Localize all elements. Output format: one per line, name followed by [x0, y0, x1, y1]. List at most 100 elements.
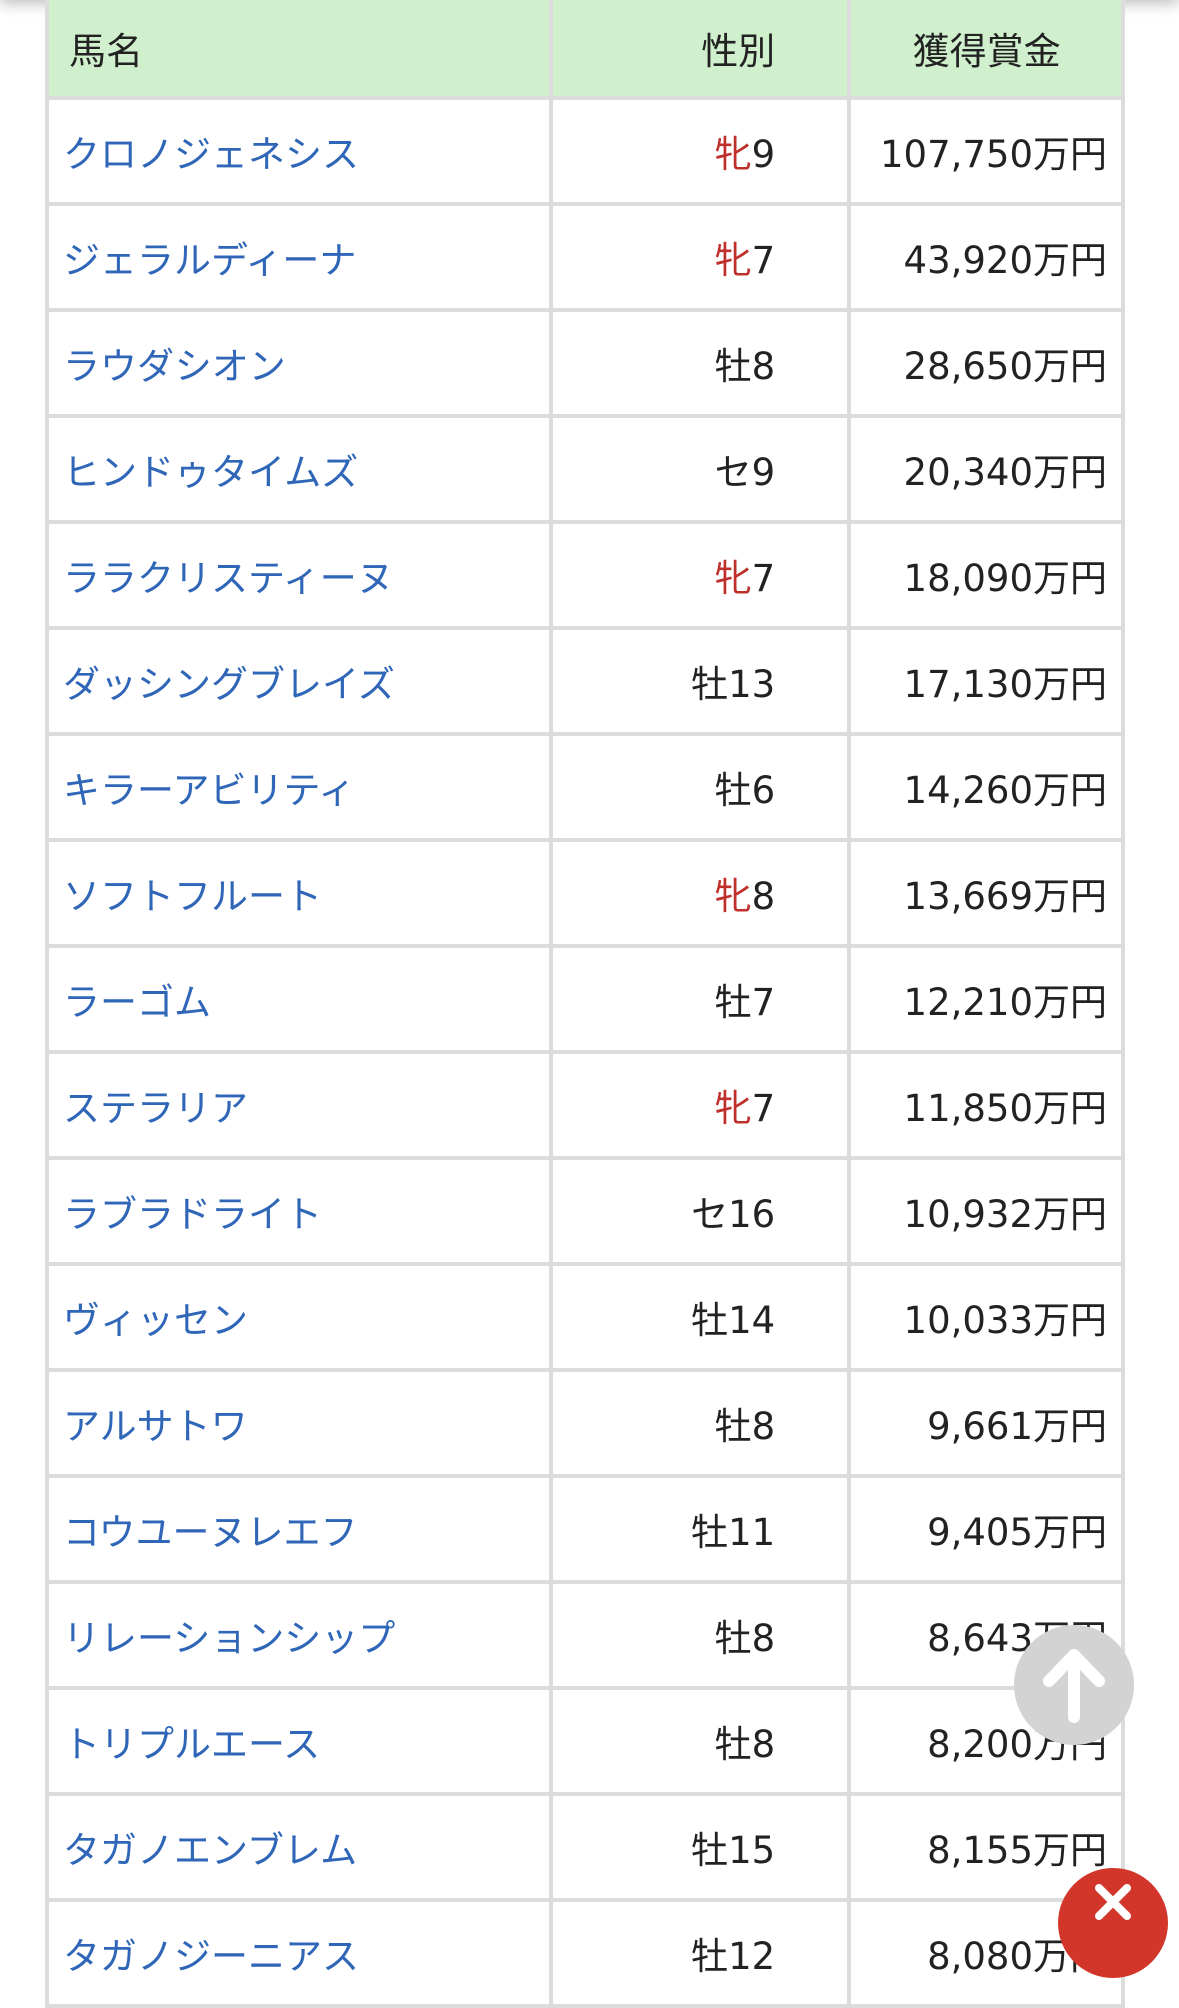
horse-link[interactable]: タガノエンブレム [63, 1829, 358, 1872]
horse-link[interactable]: ラーゴム [63, 981, 211, 1024]
age-label: 9 [751, 451, 776, 494]
sex-age-cell: 牝9 [553, 100, 848, 202]
horse-link[interactable]: ヴィッセン [63, 1299, 248, 1342]
table-row: タガノエンブレム 牡15 8,155万円 [49, 1796, 1121, 1898]
table-row: ラウダシオン 牡8 28,650万円 [49, 312, 1121, 414]
sex-label: セ [714, 451, 752, 494]
prize-cell: 10,932万円 [851, 1160, 1121, 1262]
horse-name-cell: トリプルエース [49, 1690, 550, 1792]
horse-link[interactable]: ステラリア [63, 1087, 248, 1130]
age-label: 6 [751, 769, 776, 812]
sex-age-cell: 牡7 [553, 948, 848, 1050]
prize-cell: 18,090万円 [851, 524, 1121, 626]
age-label: 8 [751, 1617, 776, 1660]
prize-cell: 10,033万円 [851, 1266, 1121, 1368]
table-row: キラーアビリティ 牡6 14,260万円 [49, 736, 1121, 838]
horse-name-cell: ラーゴム [49, 948, 550, 1050]
sex-age-cell: 牡14 [553, 1266, 848, 1368]
horse-link[interactable]: ラブラドライト [63, 1193, 322, 1236]
age-label: 15 [728, 1829, 776, 1872]
sex-age-cell: セ9 [553, 418, 848, 520]
horse-name-cell: ダッシングブレイズ [49, 630, 550, 732]
table-row: リレーションシップ 牡8 8,643万円 [49, 1584, 1121, 1686]
sex-label: 牡 [691, 1511, 729, 1554]
table-row: アルサトワ 牡8 9,661万円 [49, 1372, 1121, 1474]
age-label: 14 [728, 1299, 776, 1342]
table-row: ララクリスティーヌ 牝7 18,090万円 [49, 524, 1121, 626]
header-name: 馬名 [49, 0, 550, 96]
prize-cell: 9,661万円 [851, 1372, 1121, 1474]
table-row: ダッシングブレイズ 牡13 17,130万円 [49, 630, 1121, 732]
close-x-icon [1095, 1884, 1131, 1920]
horse-link[interactable]: タガノジーニアス [63, 1935, 359, 1978]
horse-name-cell: タガノジーニアス [49, 1902, 550, 2004]
sex-label: 牡 [714, 981, 752, 1024]
horse-name-cell: アルサトワ [49, 1372, 550, 1474]
table-row: クロノジェネシス 牝9 107,750万円 [49, 100, 1121, 202]
sex-label: 牡 [714, 1617, 752, 1660]
table-row: ジェラルディーナ 牝7 43,920万円 [49, 206, 1121, 308]
sex-label: 牝 [714, 133, 752, 176]
age-label: 7 [751, 1087, 776, 1130]
horse-link[interactable]: ジェラルディーナ [63, 239, 357, 282]
horse-link[interactable]: ヒンドゥタイムズ [63, 451, 359, 494]
sex-age-cell: 牝7 [553, 1054, 848, 1156]
sex-label: 牡 [691, 663, 729, 706]
table-row: ヒンドゥタイムズ セ9 20,340万円 [49, 418, 1121, 520]
table-header: 馬名 性別 獲得賞金 [49, 0, 1121, 96]
prize-cell: 20,340万円 [851, 418, 1121, 520]
horse-link[interactable]: キラーアビリティ [63, 769, 356, 812]
horse-link[interactable]: クロノジェネシス [63, 133, 359, 176]
sex-label: 牝 [714, 875, 752, 918]
horse-link[interactable]: ソフトフルート [63, 875, 322, 918]
prize-cell: 13,669万円 [851, 842, 1121, 944]
sex-label: セ [691, 1193, 729, 1236]
horse-link[interactable]: トリプルエース [63, 1723, 321, 1766]
age-label: 8 [751, 875, 776, 918]
age-label: 13 [728, 663, 776, 706]
sex-age-cell: 牡8 [553, 1584, 848, 1686]
horse-name-cell: ラウダシオン [49, 312, 550, 414]
horse-link[interactable]: ララクリスティーヌ [63, 557, 394, 600]
prize-cell: 14,260万円 [851, 736, 1121, 838]
age-label: 12 [728, 1935, 776, 1978]
age-label: 8 [751, 1723, 776, 1766]
sex-label: 牡 [714, 769, 752, 812]
horse-name-cell: ステラリア [49, 1054, 550, 1156]
sex-label: 牡 [691, 1299, 729, 1342]
sex-age-cell: 牡8 [553, 1690, 848, 1792]
sex-age-cell: 牡8 [553, 1372, 848, 1474]
horse-name-cell: ヒンドゥタイムズ [49, 418, 550, 520]
horse-name-cell: ラブラドライト [49, 1160, 550, 1262]
sex-label: 牡 [714, 1723, 752, 1766]
prize-cell: 43,920万円 [851, 206, 1121, 308]
sex-age-cell: 牡8 [553, 312, 848, 414]
age-label: 7 [751, 557, 776, 600]
age-label: 16 [728, 1193, 776, 1236]
table-row: ソフトフルート 牝8 13,669万円 [49, 842, 1121, 944]
sex-label: 牝 [714, 1087, 752, 1130]
prize-table: 馬名 性別 獲得賞金 クロノジェネシス 牝9 107,750万円 ジェラルディーナ… [45, 0, 1125, 2008]
horse-link[interactable]: リレーションシップ [63, 1617, 396, 1660]
table-row: タガノジーニアス 牡12 8,080万円 [49, 1902, 1121, 2004]
age-label: 9 [751, 133, 776, 176]
prize-cell: 12,210万円 [851, 948, 1121, 1050]
prize-cell: 17,130万円 [851, 630, 1121, 732]
sex-label: 牡 [714, 345, 752, 388]
age-label: 7 [751, 239, 776, 282]
horse-link[interactable]: アルサトワ [63, 1405, 248, 1448]
prize-cell: 107,750万円 [851, 100, 1121, 202]
horse-link[interactable]: コウユーヌレエフ [63, 1511, 358, 1554]
scroll-to-top-button[interactable] [1014, 1625, 1134, 1745]
sex-age-cell: 牝8 [553, 842, 848, 944]
horse-link[interactable]: ダッシングブレイズ [63, 663, 395, 706]
age-label: 11 [728, 1511, 776, 1554]
horse-link[interactable]: ラウダシオン [63, 345, 286, 388]
horse-name-cell: コウユーヌレエフ [49, 1478, 550, 1580]
horse-name-cell: リレーションシップ [49, 1584, 550, 1686]
table-row: ラーゴム 牡7 12,210万円 [49, 948, 1121, 1050]
header-sex: 性別 [553, 0, 848, 96]
sex-age-cell: 牝7 [553, 206, 848, 308]
horse-name-cell: クロノジェネシス [49, 100, 550, 202]
close-ad-button[interactable] [1058, 1868, 1168, 1978]
